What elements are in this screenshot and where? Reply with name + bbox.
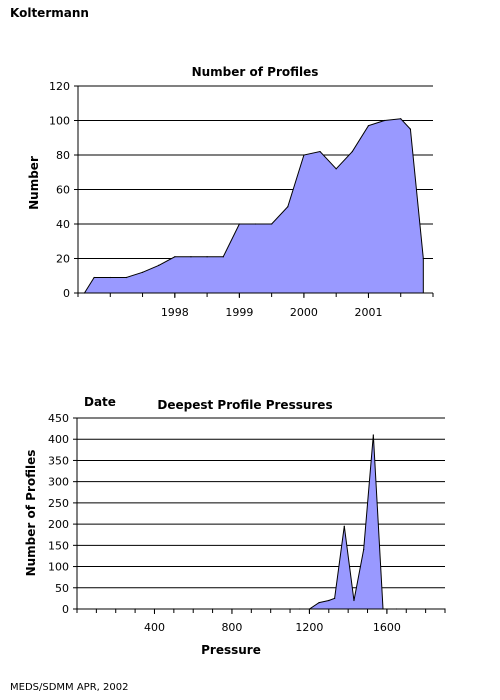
- data-point: [400, 118, 402, 120]
- area-series: [83, 118, 424, 294]
- data-point: [328, 599, 330, 602]
- chart1-xlabel: Date: [84, 395, 116, 409]
- y-tick-label: 450: [48, 412, 69, 425]
- x-tick-label: 400: [144, 621, 165, 634]
- y-tick-label: 100: [49, 115, 70, 128]
- data-point: [367, 125, 370, 127]
- data-point: [335, 168, 337, 170]
- data-point: [334, 597, 336, 599]
- area-series: [77, 434, 445, 610]
- y-tick-label: 250: [48, 497, 69, 510]
- data-point: [372, 434, 374, 436]
- footer-credit: MEDS/SDMM APR, 2002: [10, 682, 129, 693]
- data-point: [238, 223, 240, 225]
- chart1-ylabel: Number: [27, 156, 41, 210]
- y-tick-label: 400: [48, 433, 69, 446]
- y-tick-label: 80: [56, 149, 70, 162]
- data-point: [174, 256, 176, 258]
- y-tick-label: 100: [48, 561, 69, 574]
- chart2-xlabel: Pressure: [201, 643, 261, 657]
- chart1-title: Number of Profiles: [192, 65, 319, 79]
- y-tick-label: 60: [56, 184, 70, 197]
- data-point: [222, 256, 224, 258]
- data-point: [271, 223, 273, 225]
- data-point: [254, 223, 257, 225]
- x-tick-label: 1998: [161, 306, 189, 319]
- x-tick-label: 1999: [225, 306, 253, 319]
- chart2-title: Deepest Profile Pressures: [157, 398, 332, 412]
- data-point: [409, 128, 412, 130]
- y-tick-label: 120: [49, 80, 70, 93]
- y-tick-label: 300: [48, 476, 69, 489]
- data-point: [351, 150, 353, 153]
- data-point: [141, 271, 144, 273]
- data-point: [353, 599, 355, 602]
- x-tick-label: 2001: [354, 306, 382, 319]
- data-point: [319, 150, 321, 153]
- chart2-ylabel: Number of Profiles: [24, 450, 38, 577]
- x-tick-label: 800: [221, 621, 242, 634]
- y-tick-label: 200: [48, 518, 69, 531]
- x-tick-label: 1200: [295, 621, 323, 634]
- data-point: [109, 276, 111, 279]
- chart-number-of-profiles: Number of Profiles Number Date 0 20 40 60 80…: [27, 65, 434, 409]
- data-point: [190, 256, 192, 258]
- data-point: [363, 548, 365, 551]
- y-tick-label: 20: [56, 253, 70, 266]
- page-title: Koltermann: [10, 6, 89, 20]
- data-point: [318, 602, 320, 604]
- data-point: [125, 276, 128, 279]
- y-tick-label: 50: [55, 582, 69, 595]
- y-tick-label: 0: [63, 287, 70, 300]
- chart-deepest-profile-pressures: Deepest Profile Pressures Number of Prof…: [24, 398, 446, 657]
- x-tick-label: 2000: [290, 306, 318, 319]
- y-tick-label: 40: [56, 218, 70, 231]
- x-tick-label: 1600: [373, 621, 401, 634]
- data-point: [93, 276, 95, 279]
- data-point: [206, 256, 208, 258]
- data-point: [383, 119, 386, 122]
- data-point: [287, 206, 289, 208]
- data-point: [158, 264, 160, 266]
- y-tick-label: 350: [48, 454, 69, 467]
- data-point: [343, 525, 345, 527]
- data-point: [422, 257, 424, 260]
- y-tick-label: 150: [48, 539, 69, 552]
- data-point: [303, 154, 305, 156]
- y-tick-label: 0: [62, 603, 69, 616]
